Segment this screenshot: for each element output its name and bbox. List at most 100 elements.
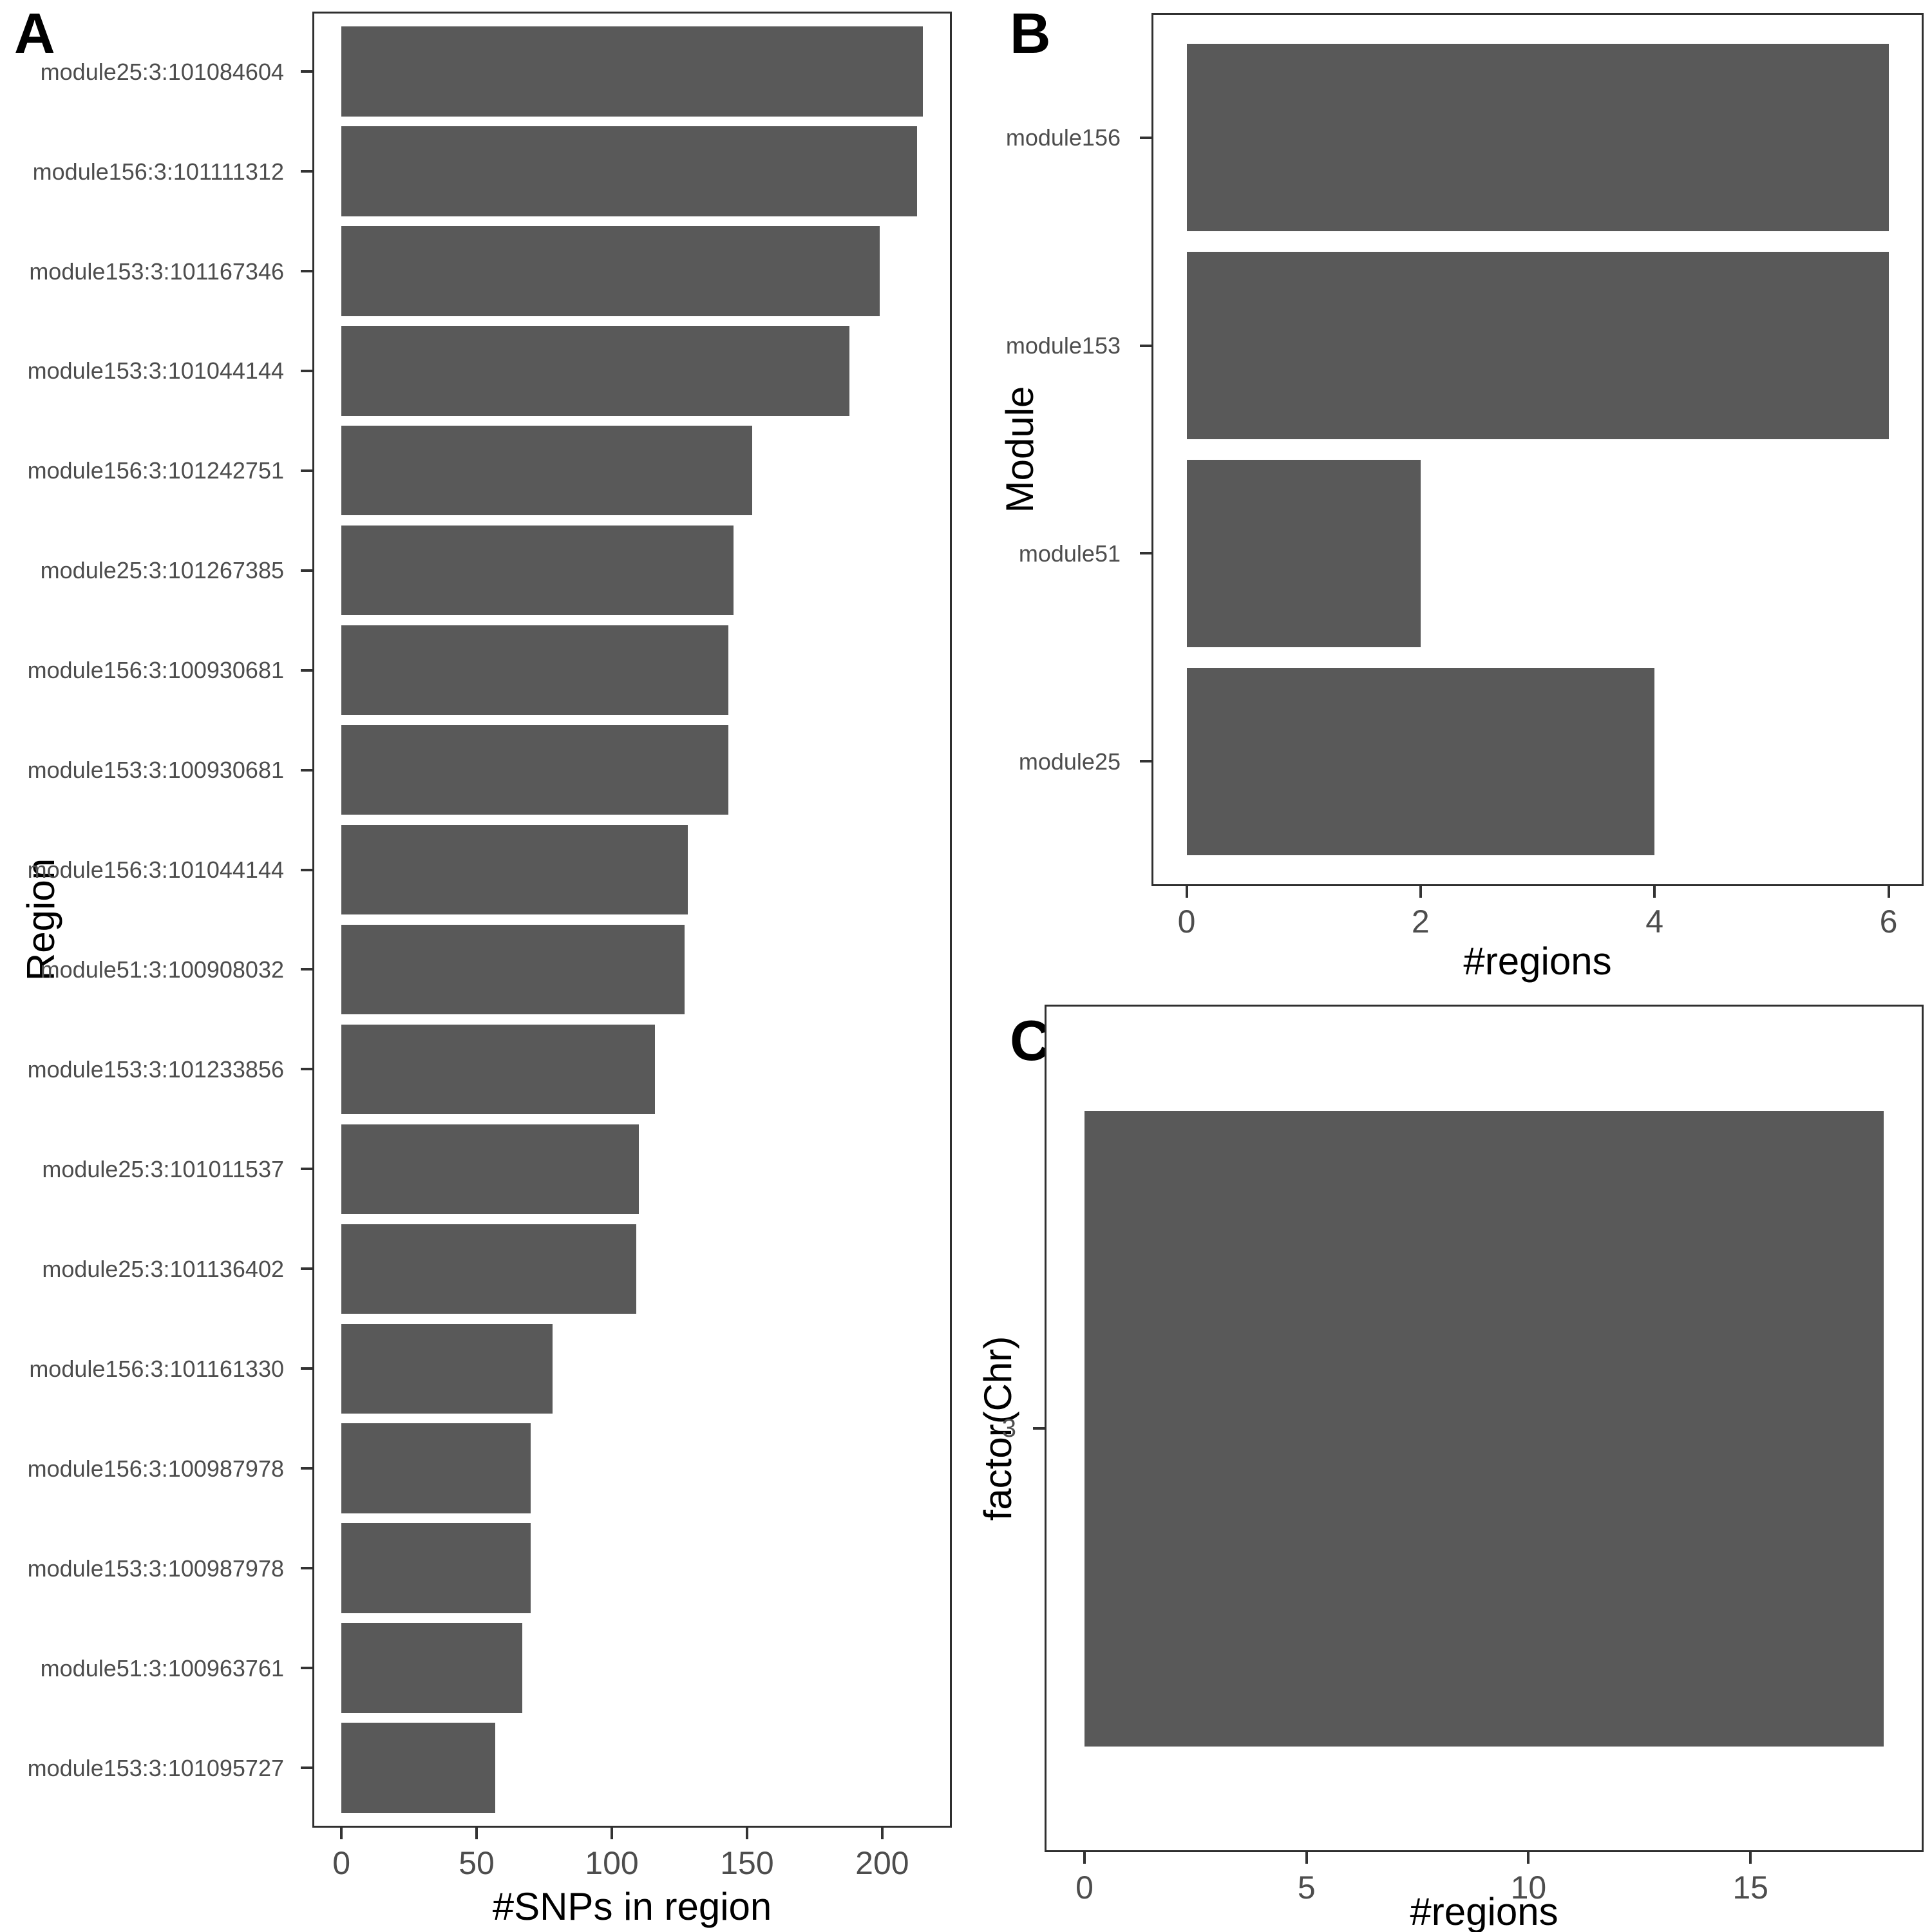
panel-a-x-axis-title: #SNPs in region: [492, 1885, 772, 1928]
bar-a-module153:3:100930681: [341, 724, 728, 815]
y-tick-label-module153:3:100930681: module153:3:100930681: [27, 757, 284, 784]
x-tick-mark: [475, 1828, 478, 1839]
x-tick-mark: [611, 1828, 613, 1839]
y-tick-label-module156:3:100987978: module156:3:100987978: [27, 1455, 284, 1482]
bar-a-module153:3:101095727: [341, 1723, 496, 1813]
x-tick-mark: [340, 1828, 343, 1839]
y-tick-label-module153:3:101233856: module153:3:101233856: [27, 1056, 284, 1083]
y-tick-mark: [301, 1567, 312, 1570]
bar-b-module156: [1186, 44, 1889, 231]
y-tick-mark: [301, 1068, 312, 1071]
y-tick-label-module156:3:100930681: module156:3:100930681: [27, 657, 284, 684]
x-tick-mark: [1653, 886, 1656, 898]
y-tick-mark: [301, 868, 312, 871]
bar-a-module153:3:101044144: [341, 326, 850, 416]
y-tick-mark: [301, 1766, 312, 1770]
panel-b-x-axis-title: #regions: [1463, 940, 1612, 983]
bar-a-module156:3:100987978: [341, 1423, 531, 1513]
bar-a-module153:3:101167346: [341, 226, 880, 316]
panel-b-y-axis-title: Module: [998, 386, 1041, 513]
y-tick-label-module153:3:101167346: module153:3:101167346: [29, 258, 284, 285]
bar-a-module25:3:101136402: [341, 1224, 636, 1314]
bar-a-module153:3:100987978: [341, 1523, 531, 1613]
y-tick-mark: [301, 668, 312, 672]
x-tick-label-100: 100: [585, 1845, 639, 1881]
y-tick-mark: [301, 569, 312, 572]
x-tick-mark: [1305, 1852, 1308, 1864]
y-tick-label-module153:3:101044144: module153:3:101044144: [27, 357, 284, 384]
y-tick-label-module156:3:101161330: module156:3:101161330: [29, 1355, 284, 1382]
y-tick-mark: [301, 469, 312, 472]
y-tick-mark: [1033, 1427, 1045, 1430]
y-tick-mark: [1140, 760, 1151, 763]
bar-a-module25:3:101267385: [341, 525, 734, 616]
x-tick-label-15: 15: [1732, 1870, 1768, 1906]
y-tick-mark: [301, 1267, 312, 1271]
bar-a-module156:3:101161330: [341, 1323, 553, 1414]
bar-a-module156:3:101242751: [341, 426, 753, 516]
y-tick-label-3: 3: [1001, 1414, 1016, 1443]
y-tick-label-module51: module51: [1018, 540, 1121, 567]
y-tick-label-module156:3:101242751: module156:3:101242751: [27, 457, 284, 484]
y-tick-mark: [301, 1667, 312, 1670]
y-tick-label-module25:3:101011537: module25:3:101011537: [42, 1156, 284, 1183]
y-tick-mark: [1140, 552, 1151, 555]
x-tick-mark: [1185, 886, 1188, 898]
y-tick-label-module25:3:101267385: module25:3:101267385: [40, 557, 284, 584]
y-tick-mark: [301, 1467, 312, 1470]
x-tick-label-6: 6: [1879, 904, 1898, 940]
y-tick-label-module156:3:101111312: module156:3:101111312: [32, 158, 284, 185]
x-tick-mark: [745, 1828, 748, 1839]
panel-a-letter: A: [14, 1, 55, 65]
y-tick-label-module25: module25: [1018, 748, 1121, 775]
bar-a-module51:3:100908032: [341, 924, 685, 1015]
y-tick-label-module25:3:101084604: module25:3:101084604: [40, 58, 284, 85]
y-tick-mark: [301, 369, 312, 372]
y-tick-mark: [301, 968, 312, 971]
x-tick-label-10: 10: [1510, 1870, 1547, 1906]
x-tick-mark: [1887, 886, 1890, 898]
y-tick-label-module25:3:101136402: module25:3:101136402: [42, 1255, 284, 1282]
y-tick-mark: [301, 1168, 312, 1171]
y-tick-label-module153:3:101095727: module153:3:101095727: [27, 1754, 284, 1781]
y-tick-label-module153:3:100987978: module153:3:100987978: [27, 1555, 284, 1582]
y-tick-mark: [1140, 136, 1151, 139]
y-tick-label-module156:3:101044144: module156:3:101044144: [27, 857, 284, 884]
x-tick-label-0: 0: [332, 1845, 351, 1881]
x-tick-label-150: 150: [720, 1845, 774, 1881]
bar-a-module51:3:100963761: [341, 1623, 523, 1713]
x-tick-label-0: 0: [1075, 1870, 1094, 1906]
x-tick-label-200: 200: [855, 1845, 909, 1881]
y-tick-mark: [301, 70, 312, 73]
x-tick-label-2: 2: [1411, 904, 1430, 940]
bar-c-3: [1084, 1110, 1884, 1747]
x-tick-label-0: 0: [1177, 904, 1196, 940]
x-tick-label-4: 4: [1645, 904, 1664, 940]
x-tick-mark: [1419, 886, 1422, 898]
x-tick-mark: [880, 1828, 884, 1839]
bar-a-module156:3:101111312: [341, 126, 918, 216]
bar-b-module25: [1186, 668, 1655, 855]
y-tick-mark: [301, 169, 312, 173]
panel-b-letter: B: [1010, 1, 1051, 65]
y-tick-label-module156: module156: [1005, 124, 1121, 151]
x-tick-label-50: 50: [459, 1845, 495, 1881]
y-tick-mark: [301, 1367, 312, 1370]
y-tick-mark: [301, 768, 312, 772]
x-tick-label-5: 5: [1297, 1870, 1316, 1906]
panel-c-x-axis-title: #regions: [1410, 1890, 1558, 1932]
y-tick-label-module153: module153: [1005, 332, 1121, 359]
bar-a-module25:3:101084604: [341, 26, 923, 117]
y-tick-label-module51:3:100963761: module51:3:100963761: [40, 1654, 284, 1681]
bar-a-module153:3:101233856: [341, 1024, 656, 1115]
bar-b-module153: [1186, 252, 1889, 439]
panel-c-letter: C: [1010, 1009, 1051, 1072]
bar-a-module156:3:101044144: [341, 824, 688, 915]
bar-a-module156:3:100930681: [341, 625, 728, 715]
x-tick-mark: [1083, 1852, 1086, 1864]
x-tick-mark: [1749, 1852, 1752, 1864]
x-tick-mark: [1527, 1852, 1530, 1864]
y-tick-label-module51:3:100908032: module51:3:100908032: [40, 956, 284, 983]
bar-a-module25:3:101011537: [341, 1124, 639, 1215]
